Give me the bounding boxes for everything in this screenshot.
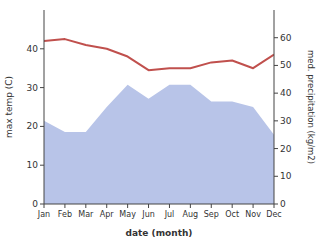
x-tick-label: Sep xyxy=(204,210,219,219)
y-tick xyxy=(40,87,44,88)
y2-axis-label: med. precipitation (kg/m2) xyxy=(306,50,316,164)
plot-area xyxy=(44,39,274,204)
y2-tick xyxy=(274,176,278,177)
x-tick xyxy=(211,204,212,208)
x-tick-label: Jun xyxy=(141,210,155,219)
y2-tick-label: 50 xyxy=(280,60,292,70)
y2-tick-label: 60 xyxy=(280,33,292,43)
x-tick-label: Mar xyxy=(78,210,94,219)
line xyxy=(44,39,274,70)
x-axis-label: date (month) xyxy=(126,228,193,238)
y2-tick-label: 20 xyxy=(280,144,292,154)
y-tick-label: 40 xyxy=(27,44,39,54)
x-tick-label: Apr xyxy=(100,210,115,219)
x-tick-label: Dec xyxy=(266,210,281,219)
x-tick xyxy=(106,204,107,208)
chart: 0 10 20 30 40 0 10 20 30 40 50 60 Jan Feb Mar Apr May Jun… xyxy=(0,0,318,242)
y-tick-label: 30 xyxy=(27,83,39,93)
x-tick-label: May xyxy=(119,210,136,219)
y-tick xyxy=(40,204,44,205)
y-tick-label: 10 xyxy=(27,160,39,170)
y-tick-label: 20 xyxy=(27,121,39,131)
x-tick xyxy=(274,204,275,208)
x-tick-label: Jan xyxy=(37,210,50,219)
x-tick xyxy=(127,204,128,208)
y2-tick-label: 10 xyxy=(280,171,292,181)
x-axis-line xyxy=(44,204,274,205)
y2-tick-label: 30 xyxy=(280,116,292,126)
x-tick xyxy=(44,204,45,208)
x-tick-label: Nov xyxy=(245,210,261,219)
x-tick xyxy=(232,204,233,208)
x-tick xyxy=(64,204,65,208)
x-tick-label: Jul xyxy=(164,210,175,219)
x-tick xyxy=(85,204,86,208)
area xyxy=(44,85,274,204)
y-tick xyxy=(40,48,44,49)
y-axis-line xyxy=(44,10,45,204)
y-tick xyxy=(40,165,44,166)
y2-tick xyxy=(274,65,278,66)
y2-tick xyxy=(274,204,278,205)
y-tick xyxy=(40,126,44,127)
x-tick xyxy=(148,204,149,208)
y-axis-label: max temp (C) xyxy=(4,76,14,138)
y2-tick xyxy=(274,93,278,94)
x-tick-label: Feb xyxy=(58,210,72,219)
y2-tick xyxy=(274,148,278,149)
y2-tick-label: 40 xyxy=(280,88,292,98)
y2-axis-line xyxy=(274,10,275,204)
x-tick xyxy=(169,204,170,208)
x-tick xyxy=(190,204,191,208)
y2-tick-label: 0 xyxy=(280,199,286,209)
x-tick-label: Oct xyxy=(225,210,239,219)
y-tick-label: 0 xyxy=(32,199,38,209)
x-tick-label: Aug xyxy=(183,210,199,219)
y2-tick xyxy=(274,37,278,38)
x-tick xyxy=(253,204,254,208)
y2-tick xyxy=(274,120,278,121)
chart-container: 0 10 20 30 40 0 10 20 30 40 50 60 Jan Feb Mar Apr May Jun… xyxy=(0,0,318,242)
